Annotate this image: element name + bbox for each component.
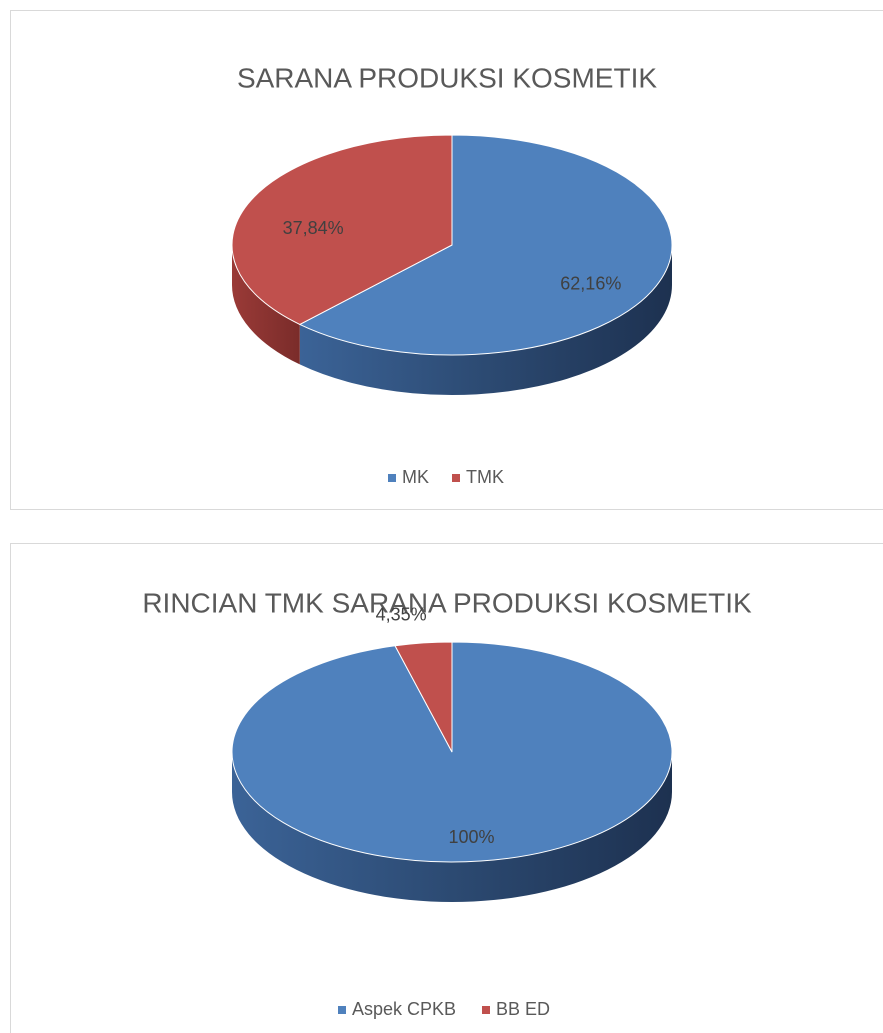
chart-title: RINCIAN TMK SARANA PRODUKSI KOSMETIK: [142, 587, 752, 618]
legend-label: BB ED: [496, 999, 550, 1019]
legend-swatch: [388, 474, 396, 482]
legend-swatch: [452, 474, 460, 482]
pie-side: [232, 245, 300, 365]
data-label: 62,16%: [560, 274, 621, 294]
legend-label: MK: [402, 467, 429, 487]
pie-slice: [298, 134, 673, 356]
pie-side: [232, 752, 672, 902]
data-label: 4,35%: [376, 604, 427, 624]
pie-slice: [394, 641, 453, 753]
data-label: 37,84%: [283, 218, 344, 238]
legend-swatch: [482, 1006, 490, 1014]
data-label: 100%: [449, 827, 495, 847]
pie-slice: [231, 134, 453, 325]
pie-side: [299, 245, 672, 395]
chart-title: SARANA PRODUKSI KOSMETIK: [237, 62, 657, 93]
legend-swatch: [338, 1006, 346, 1014]
legend-label: TMK: [466, 467, 504, 487]
legend-label: Aspek CPKB: [352, 999, 456, 1019]
